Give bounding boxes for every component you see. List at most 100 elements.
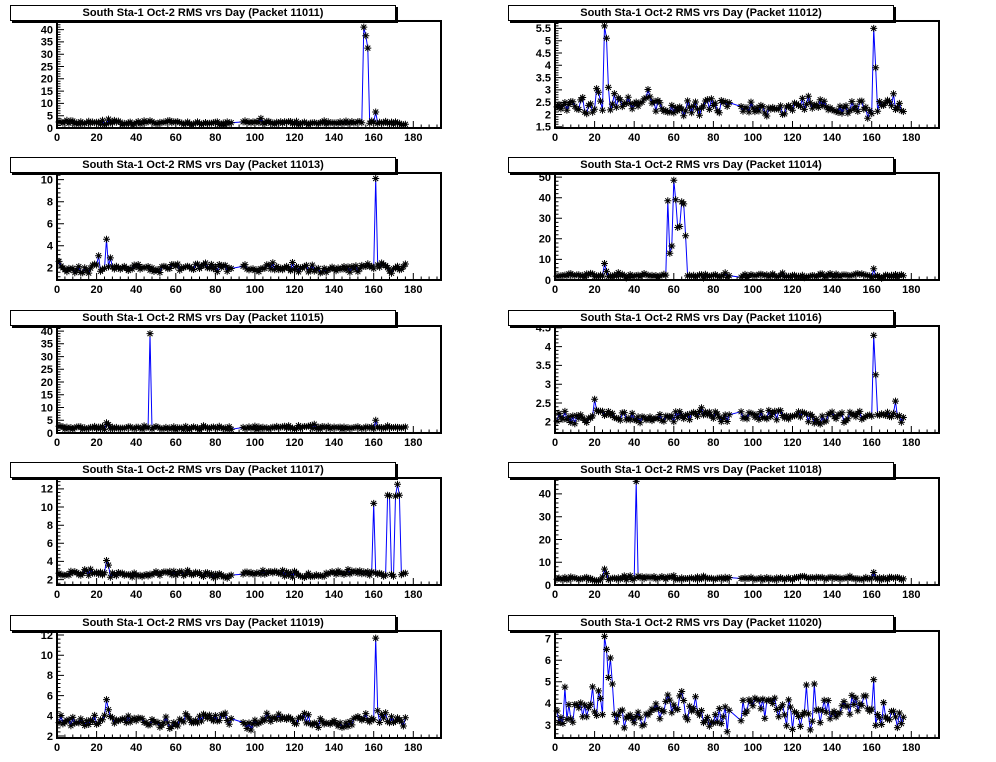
svg-text:60: 60 <box>170 132 182 144</box>
svg-text:40: 40 <box>539 489 551 501</box>
svg-text:80: 80 <box>209 284 221 296</box>
svg-text:0: 0 <box>47 123 53 135</box>
svg-text:100: 100 <box>246 589 264 601</box>
svg-text:3.5: 3.5 <box>536 360 551 372</box>
svg-text:0: 0 <box>54 589 60 601</box>
svg-text:140: 140 <box>325 742 343 754</box>
chart-title-pave: South Sta-1 Oct-2 RMS vrs Day (Packet 11… <box>508 5 894 21</box>
svg-text:120: 120 <box>783 589 801 601</box>
svg-text:160: 160 <box>863 132 881 144</box>
svg-text:8: 8 <box>47 670 53 682</box>
svg-text:40: 40 <box>628 437 640 449</box>
svg-text:2.5: 2.5 <box>536 97 551 109</box>
svg-text:0: 0 <box>54 284 60 296</box>
svg-text:80: 80 <box>707 742 719 754</box>
svg-text:40: 40 <box>628 742 640 754</box>
svg-text:20: 20 <box>539 234 551 246</box>
chart-pad-packet-11019: 2 4 6 8 10 12 0 20 40 60 80 100 120 140 160 180 South S… <box>0 610 498 762</box>
svg-text:160: 160 <box>365 132 383 144</box>
plot-area-11016: 2 2.5 3 3.5 4 4.5 0 20 40 60 80 100 120 140 160 180 <box>536 322 940 449</box>
svg-text:60: 60 <box>668 132 680 144</box>
svg-text:20: 20 <box>90 437 102 449</box>
svg-text:60: 60 <box>170 742 182 754</box>
svg-text:4.5: 4.5 <box>536 48 551 60</box>
chart-title-pave: South Sta-1 Oct-2 RMS vrs Day (Packet 11… <box>508 462 894 479</box>
svg-text:20: 20 <box>588 284 600 296</box>
svg-text:180: 180 <box>404 437 422 449</box>
svg-text:35: 35 <box>41 338 53 350</box>
svg-text:20: 20 <box>41 74 53 86</box>
svg-text:180: 180 <box>404 589 422 601</box>
svg-text:6: 6 <box>545 655 551 667</box>
svg-text:40: 40 <box>41 24 53 36</box>
svg-text:40: 40 <box>539 193 551 205</box>
svg-text:180: 180 <box>404 284 422 296</box>
chart-title: South Sta-1 Oct-2 RMS vrs Day (Packet 11… <box>82 616 324 629</box>
svg-text:100: 100 <box>246 437 264 449</box>
svg-text:120: 120 <box>783 742 801 754</box>
svg-text:2: 2 <box>47 730 53 742</box>
svg-text:7: 7 <box>545 633 551 645</box>
chart-pad-packet-11018: 0 10 20 30 40 0 20 40 60 80 100 120 140 160 180 South … <box>498 457 996 609</box>
svg-text:12: 12 <box>41 484 53 496</box>
svg-text:6: 6 <box>47 690 53 702</box>
svg-text:0: 0 <box>552 437 558 449</box>
chart-pad-packet-11012: 1.5 2 2.5 3 3.5 4 4.5 5 5.5 0 20 40 60 80 100 120 140 160… <box>498 0 996 152</box>
svg-text:0: 0 <box>552 742 558 754</box>
svg-text:60: 60 <box>668 742 680 754</box>
svg-text:180: 180 <box>902 742 920 754</box>
svg-text:40: 40 <box>628 284 640 296</box>
svg-text:2: 2 <box>47 575 53 587</box>
svg-text:10: 10 <box>41 402 53 414</box>
svg-text:8: 8 <box>47 520 53 532</box>
svg-text:4: 4 <box>47 710 54 722</box>
svg-text:140: 140 <box>823 284 841 296</box>
chart-title-pave: South Sta-1 Oct-2 RMS vrs Day (Packet 11… <box>10 157 396 174</box>
svg-text:80: 80 <box>707 437 719 449</box>
chart-title: South Sta-1 Oct-2 RMS vrs Day (Packet 11… <box>580 311 822 324</box>
svg-text:0: 0 <box>54 437 60 449</box>
svg-text:35: 35 <box>41 37 53 49</box>
chart-pad-packet-11017: 2 4 6 8 10 12 0 20 40 60 80 100 120 140 160 180 South S… <box>0 457 498 609</box>
svg-text:160: 160 <box>863 589 881 601</box>
svg-text:10: 10 <box>41 175 53 187</box>
svg-text:100: 100 <box>744 742 762 754</box>
svg-text:4: 4 <box>47 241 54 253</box>
svg-text:160: 160 <box>863 284 881 296</box>
svg-text:40: 40 <box>628 132 640 144</box>
svg-text:60: 60 <box>170 284 182 296</box>
svg-text:100: 100 <box>744 437 762 449</box>
svg-text:25: 25 <box>41 61 53 73</box>
svg-text:1.5: 1.5 <box>536 122 551 134</box>
svg-text:120: 120 <box>285 742 303 754</box>
svg-text:40: 40 <box>130 132 142 144</box>
svg-text:4: 4 <box>545 60 552 72</box>
svg-text:5.5: 5.5 <box>536 23 551 35</box>
svg-text:20: 20 <box>90 132 102 144</box>
svg-text:160: 160 <box>365 589 383 601</box>
svg-text:140: 140 <box>823 589 841 601</box>
svg-text:120: 120 <box>783 132 801 144</box>
svg-text:10: 10 <box>41 650 53 662</box>
svg-text:10: 10 <box>539 557 551 569</box>
svg-text:120: 120 <box>783 284 801 296</box>
svg-text:0: 0 <box>545 275 551 287</box>
plot-area-11012: 1.522.533.544.555.5 0 20 40 60 80 100 120 140 160… <box>536 19 940 144</box>
chart-title: South Sta-1 Oct-2 RMS vrs Day (Packet 11… <box>580 159 822 172</box>
svg-text:20: 20 <box>90 284 102 296</box>
svg-text:60: 60 <box>668 437 680 449</box>
svg-text:20: 20 <box>588 437 600 449</box>
svg-text:30: 30 <box>539 213 551 225</box>
svg-text:10: 10 <box>539 255 551 267</box>
chart-title: South Sta-1 Oct-2 RMS vrs Day (Packet 11… <box>580 7 822 19</box>
svg-text:6: 6 <box>47 538 53 550</box>
chart-title-pave: South Sta-1 Oct-2 RMS vrs Day (Packet 11… <box>10 5 396 21</box>
svg-text:180: 180 <box>404 132 422 144</box>
svg-text:160: 160 <box>365 742 383 754</box>
svg-text:8: 8 <box>47 197 53 209</box>
chart-title-pave: South Sta-1 Oct-2 RMS vrs Day (Packet 11… <box>10 614 396 631</box>
svg-text:40: 40 <box>130 742 142 754</box>
